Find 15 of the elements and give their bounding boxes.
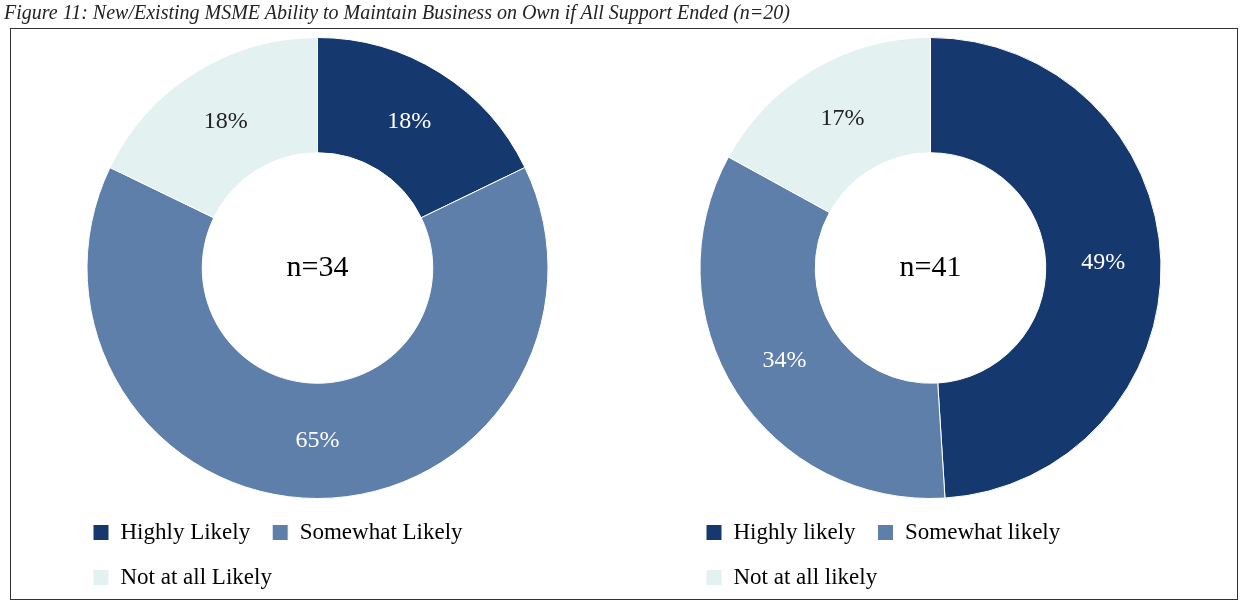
chart-title: Figure 11: New/Existing MSME Ability to Maintain Business on Own if All Support Ended (n=20) <box>3 0 792 26</box>
data-label: 49% <box>1081 247 1126 274</box>
data-label: 34% <box>762 345 807 372</box>
data-label: 17% <box>820 104 865 131</box>
legend-label: Not at all likely <box>733 563 878 589</box>
legend-label: Somewhat Likely <box>299 518 464 544</box>
text: n=34 <box>286 248 349 282</box>
data-label: 18% <box>387 106 432 133</box>
legend-label: Not at all Likely <box>120 563 273 589</box>
text: n=41 <box>899 248 962 282</box>
data-label: 18% <box>203 106 248 133</box>
data-label: 65% <box>295 426 340 453</box>
legend-label: Somewhat likely <box>905 518 1061 544</box>
legend-label: Highly likely <box>733 518 857 544</box>
legend-label: Highly Likely <box>120 518 251 544</box>
